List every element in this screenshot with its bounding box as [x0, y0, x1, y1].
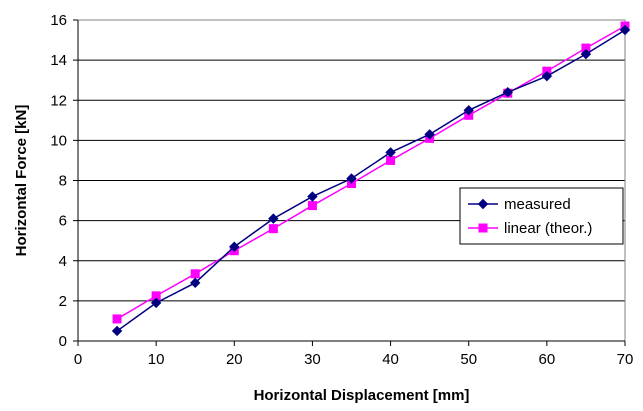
series-line: [116, 25, 626, 320]
data-point: [541, 70, 553, 82]
data-point: [619, 24, 631, 36]
data-point: [150, 297, 162, 309]
axes: [73, 19, 626, 346]
y-tick-label: 16: [50, 12, 67, 29]
data-point: [463, 105, 474, 116]
series: [111, 21, 631, 337]
x-tick-label: 40: [382, 351, 399, 368]
legend-swatch-marker: [478, 223, 488, 233]
data-point: [307, 191, 318, 202]
y-axis-title: Horizontal Force [kN]: [13, 105, 30, 257]
data-point: [111, 325, 123, 337]
data-point: [502, 87, 513, 98]
series-line: [116, 29, 626, 332]
x-tick-label: 20: [226, 351, 243, 368]
x-tick-label: 70: [617, 351, 634, 368]
data-point: [307, 201, 317, 211]
y-tick-label: 0: [59, 333, 67, 350]
legend-box: [459, 187, 624, 245]
x-tick-label: 50: [460, 351, 477, 368]
legend: measured linear (theor.): [459, 187, 624, 245]
tick-labels: 0 2 4 6 8 10 12 14 16 0 10 20 30 40 50 60 70: [50, 12, 633, 368]
y-tick-label: 14: [50, 52, 67, 69]
legend-label: linear (theor.): [504, 220, 592, 237]
y-tick-label: 8: [59, 173, 67, 190]
x-tick-label: 10: [148, 351, 165, 368]
data-point: [386, 155, 396, 165]
legend-label: measured: [504, 196, 571, 213]
data-point: [385, 147, 396, 158]
data-point: [268, 224, 278, 234]
y-tick-label: 10: [50, 132, 67, 149]
data-point: [268, 213, 279, 224]
data-point: [580, 48, 592, 60]
legend-swatch-marker: [477, 198, 489, 210]
series-linear: [112, 21, 630, 324]
x-tick-label: 60: [539, 351, 556, 368]
x-tick-label: 0: [74, 351, 82, 368]
y-tick-label: 4: [59, 253, 67, 270]
series-measured: [111, 24, 631, 337]
x-tick-label: 30: [304, 351, 321, 368]
data-point: [346, 173, 357, 184]
y-tick-label: 2: [59, 293, 67, 310]
data-point: [424, 129, 435, 140]
data-point: [190, 277, 201, 289]
x-axis-title: Horizontal Displacement [mm]: [254, 387, 470, 404]
gridlines: [78, 19, 625, 302]
data-point: [112, 314, 122, 324]
data-point: [190, 269, 200, 279]
y-tick-label: 12: [50, 92, 67, 109]
y-tick-label: 6: [59, 213, 67, 230]
data-point: [229, 241, 240, 252]
